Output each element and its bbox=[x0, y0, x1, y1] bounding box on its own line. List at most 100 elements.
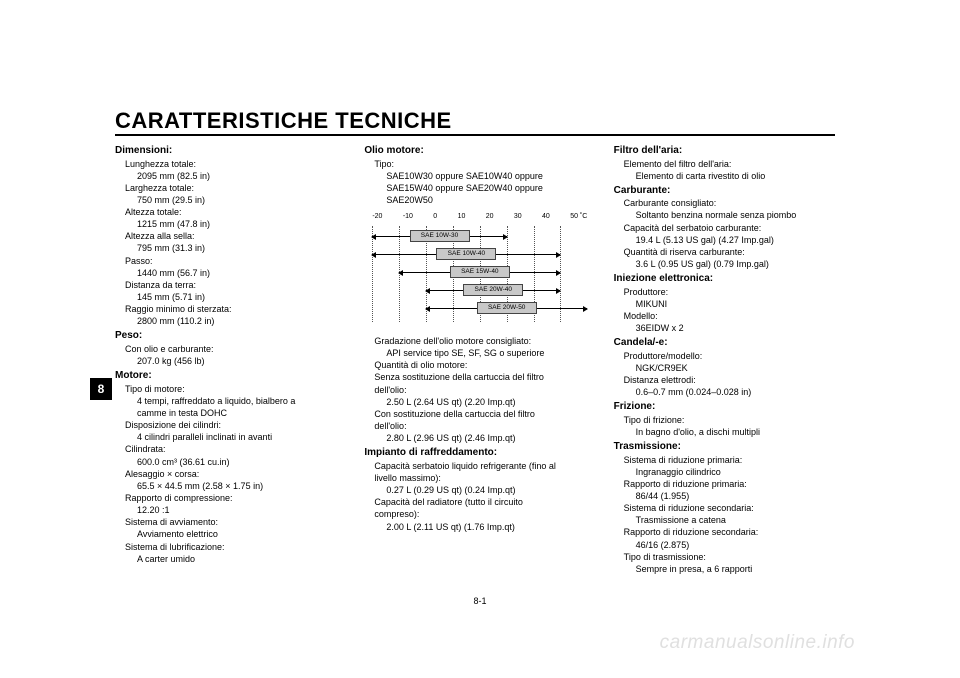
label: Tipo di frizione: bbox=[614, 414, 835, 426]
value: 65.5 × 44.5 mm (2.58 × 1.75 in) bbox=[115, 480, 336, 492]
heading-raffreddamento: Impianto di raffreddamento: bbox=[364, 446, 585, 460]
value: 4 tempi, raffreddato a liquido, bialbero… bbox=[115, 395, 336, 407]
value: Soltanto benzina normale senza piombo bbox=[614, 209, 835, 221]
label: Lunghezza totale: bbox=[115, 158, 336, 170]
page-number: 8-1 bbox=[0, 596, 960, 606]
page: CARATTERISTICHE TECNICHE 8 Dimensioni: L… bbox=[0, 0, 960, 678]
value: 600.0 cm³ (36.61 cu.in) bbox=[115, 456, 336, 468]
label: Produttore: bbox=[614, 286, 835, 298]
chapter-tab: 8 bbox=[90, 378, 112, 400]
label: Rapporto di riduzione secondaria: bbox=[614, 526, 835, 538]
label: Tipo di motore: bbox=[115, 383, 336, 395]
chart-bar-label: SAE 20W-50 bbox=[477, 302, 537, 314]
content-columns: Dimensioni: Lunghezza totale: 2095 mm (8… bbox=[115, 142, 835, 575]
value: 1440 mm (56.7 in) bbox=[115, 267, 336, 279]
label: dell'olio: bbox=[364, 384, 585, 396]
value: 2095 mm (82.5 in) bbox=[115, 170, 336, 182]
label: Quantità di riserva carburante: bbox=[614, 246, 835, 258]
chart-tick-label: 40 bbox=[542, 212, 550, 221]
label: livello massimo): bbox=[364, 472, 585, 484]
heading-peso: Peso: bbox=[115, 329, 336, 343]
value: 2.80 L (2.96 US qt) (2.46 Imp.qt) bbox=[364, 432, 585, 444]
value: 12.20 :1 bbox=[115, 504, 336, 516]
label: Sistema di lubrificazione: bbox=[115, 541, 336, 553]
label: Cilindrata: bbox=[115, 443, 336, 455]
value: SAE20W50 bbox=[364, 194, 585, 206]
chart-tick-label: 30 bbox=[514, 212, 522, 221]
chart-tick-label: -20 bbox=[372, 212, 382, 221]
label: Alesaggio × corsa: bbox=[115, 468, 336, 480]
value: camme in testa DOHC bbox=[115, 407, 336, 419]
value: Trasmissione a catena bbox=[614, 514, 835, 526]
col-1: Dimensioni: Lunghezza totale: 2095 mm (8… bbox=[115, 142, 336, 575]
value: 0.6–0.7 mm (0.024–0.028 in) bbox=[614, 386, 835, 398]
value: SAE15W40 oppure SAE20W40 oppure bbox=[364, 182, 585, 194]
value: Avviamento elettrico bbox=[115, 528, 336, 540]
chart-tick-label: 10 bbox=[458, 212, 466, 221]
label: Disposizione dei cilindri: bbox=[115, 419, 336, 431]
chart-bar-label: SAE 15W-40 bbox=[450, 266, 510, 278]
value: 86/44 (1.955) bbox=[614, 490, 835, 502]
label: Passo: bbox=[115, 255, 336, 267]
value: 1215 mm (47.8 in) bbox=[115, 218, 336, 230]
label: Con olio e carburante: bbox=[115, 343, 336, 355]
heading-dimensioni: Dimensioni: bbox=[115, 144, 336, 158]
page-title: CARATTERISTICHE TECNICHE bbox=[115, 108, 452, 134]
value: 2800 mm (110.2 in) bbox=[115, 315, 336, 327]
col-2: Olio motore: Tipo: SAE10W30 oppure SAE10… bbox=[364, 142, 585, 575]
label: Produttore/modello: bbox=[614, 350, 835, 362]
chart-gridline bbox=[372, 226, 373, 322]
chart-tick-label: 0 bbox=[433, 212, 437, 221]
value: 19.4 L (5.13 US gal) (4.27 Imp.gal) bbox=[614, 234, 835, 246]
value: Ingranaggio cilindrico bbox=[614, 466, 835, 478]
label: Rapporto di riduzione primaria: bbox=[614, 478, 835, 490]
label: Sistema di avviamento: bbox=[115, 516, 336, 528]
watermark: carmanualsonline.info bbox=[660, 632, 855, 654]
value: A carter umido bbox=[115, 553, 336, 565]
label: dell'olio: bbox=[364, 420, 585, 432]
heading-motore: Motore: bbox=[115, 369, 336, 383]
value: API service tipo SE, SF, SG o superiore bbox=[364, 347, 585, 359]
heading-frizione: Frizione: bbox=[614, 400, 835, 414]
value: 750 mm (29.5 in) bbox=[115, 194, 336, 206]
label: Quantità di olio motore: bbox=[364, 359, 585, 371]
label: Carburante consigliato: bbox=[614, 197, 835, 209]
label: Elemento del filtro dell'aria: bbox=[614, 158, 835, 170]
label: Altezza totale: bbox=[115, 206, 336, 218]
value: 2.50 L (2.64 US qt) (2.20 Imp.qt) bbox=[364, 396, 585, 408]
heading-candela: Candela/-e: bbox=[614, 336, 835, 350]
chart-tick-label: 20 bbox=[486, 212, 494, 221]
heading-iniezione: Iniezione elettronica: bbox=[614, 272, 835, 286]
label: Distanza da terra: bbox=[115, 279, 336, 291]
value: 145 mm (5.71 in) bbox=[115, 291, 336, 303]
value: 3.6 L (0.95 US gal) (0.79 Imp.gal) bbox=[614, 258, 835, 270]
value: 36EIDW x 2 bbox=[614, 322, 835, 334]
value: 2.00 L (2.11 US qt) (1.76 Imp.qt) bbox=[364, 521, 585, 533]
chart-grid: SAE 10W-30SAE 10W-40SAE 15W-40SAE 20W-40… bbox=[372, 226, 587, 322]
heading-filtro-aria: Filtro dell'aria: bbox=[614, 144, 835, 158]
label: Senza sostituzione della cartuccia del f… bbox=[364, 371, 585, 383]
chart-tick-label: -10 bbox=[403, 212, 413, 221]
chart-ticks: -20-1001020304050 ˚C bbox=[372, 212, 587, 221]
label: Gradazione dell'olio motore consigliato: bbox=[364, 335, 585, 347]
value: MIKUNI bbox=[614, 298, 835, 310]
label: Altezza alla sella: bbox=[115, 230, 336, 242]
label: Raggio minimo di sterzata: bbox=[115, 303, 336, 315]
value: 46/16 (2.875) bbox=[614, 539, 835, 551]
label: Larghezza totale: bbox=[115, 182, 336, 194]
label: Capacità serbatoio liquido refrigerante … bbox=[364, 460, 585, 472]
label: compreso): bbox=[364, 508, 585, 520]
label: Distanza elettrodi: bbox=[614, 374, 835, 386]
chart-bar-label: SAE 10W-30 bbox=[410, 230, 470, 242]
label: Rapporto di compressione: bbox=[115, 492, 336, 504]
heading-carburante: Carburante: bbox=[614, 184, 835, 198]
value: 0.27 L (0.29 US qt) (0.24 Imp.qt) bbox=[364, 484, 585, 496]
value: 795 mm (31.3 in) bbox=[115, 242, 336, 254]
label: Sistema di riduzione secondaria: bbox=[614, 502, 835, 514]
value: In bagno d'olio, a dischi multipli bbox=[614, 426, 835, 438]
title-rule bbox=[115, 134, 835, 136]
label: Sistema di riduzione primaria: bbox=[614, 454, 835, 466]
label: Capacità del serbatoio carburante: bbox=[614, 222, 835, 234]
oil-viscosity-chart: -20-1001020304050 ˚CSAE 10W-30SAE 10W-40… bbox=[372, 212, 587, 327]
value: 4 cilindri paralleli inclinati in avanti bbox=[115, 431, 336, 443]
